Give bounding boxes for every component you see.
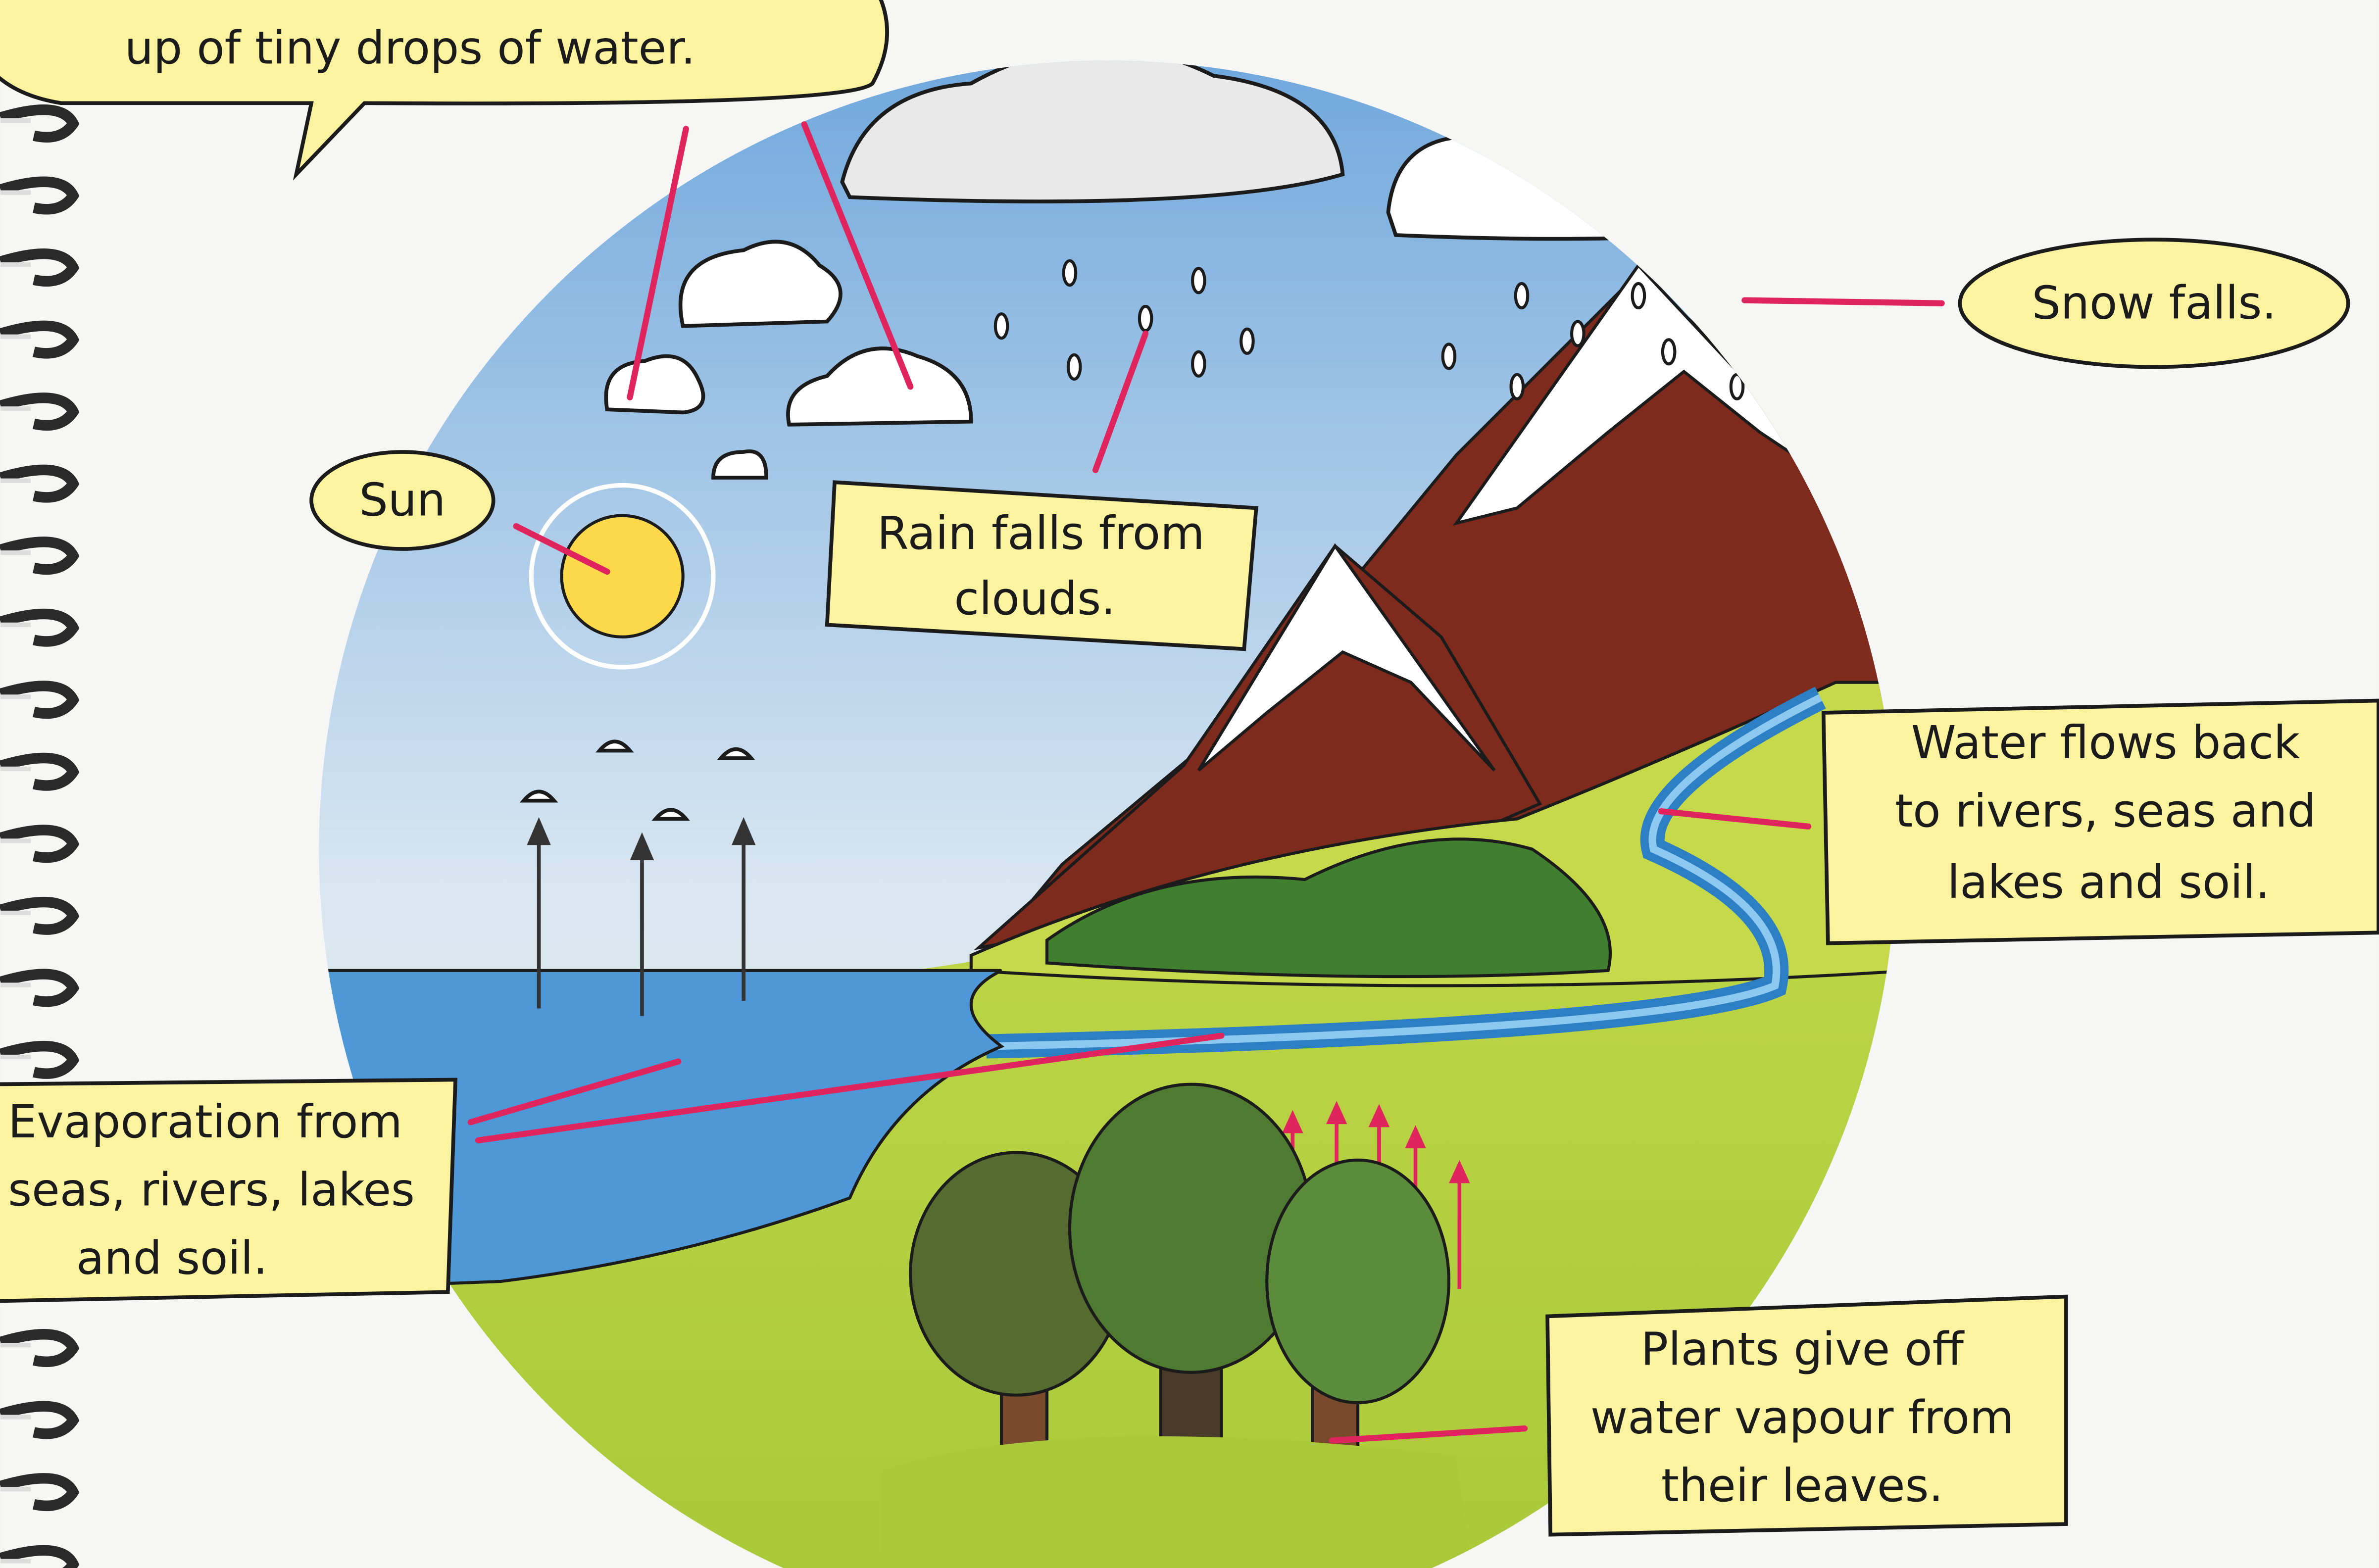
label-text: Snow falls. (2032, 276, 2277, 329)
drop (1516, 284, 1528, 308)
evaporation-label: Evaporation from seas, rivers, lakes and… (0, 1079, 455, 1301)
label-text: Rain falls from (877, 507, 1205, 560)
label-text: clouds. (954, 572, 1115, 625)
drop (995, 314, 1008, 338)
drop (1192, 352, 1205, 376)
label-text: to rivers, seas and (1895, 784, 2316, 837)
label-text: and soil. (76, 1232, 268, 1285)
drop (1633, 284, 1645, 308)
water-flows-label: Water flows back to rivers, seas and lak… (1824, 700, 2379, 943)
label-text: Plants give off (1641, 1323, 1965, 1375)
drop (1443, 344, 1455, 368)
drop (1663, 340, 1675, 364)
label-text: Sun (359, 474, 446, 527)
label-text: up of tiny drops of water. (125, 22, 695, 75)
rain-label: Rain falls from clouds. (827, 482, 1256, 649)
drop (1068, 355, 1081, 379)
plants-label: Plants give off water vapour from their … (1547, 1297, 2066, 1535)
drop (1572, 322, 1584, 346)
page: up of tiny drops of water. Sun Rain fall… (0, 0, 2379, 1568)
label-text: seas, rivers, lakes (8, 1164, 415, 1217)
label-text: Water flows back (1911, 716, 2300, 769)
sun-label: Sun (311, 452, 494, 549)
drop (1241, 329, 1253, 353)
label-text: Evaporation from (8, 1095, 402, 1148)
label-text: water vapour from (1590, 1391, 2014, 1444)
drop (1064, 261, 1076, 285)
snow-label: Snow falls. (1960, 240, 2348, 367)
drop (1511, 375, 1524, 399)
drop (1192, 268, 1205, 293)
label-text: lakes and soil. (1947, 856, 2270, 909)
label-text: their leaves. (1661, 1459, 1943, 1512)
drop (1140, 306, 1152, 331)
